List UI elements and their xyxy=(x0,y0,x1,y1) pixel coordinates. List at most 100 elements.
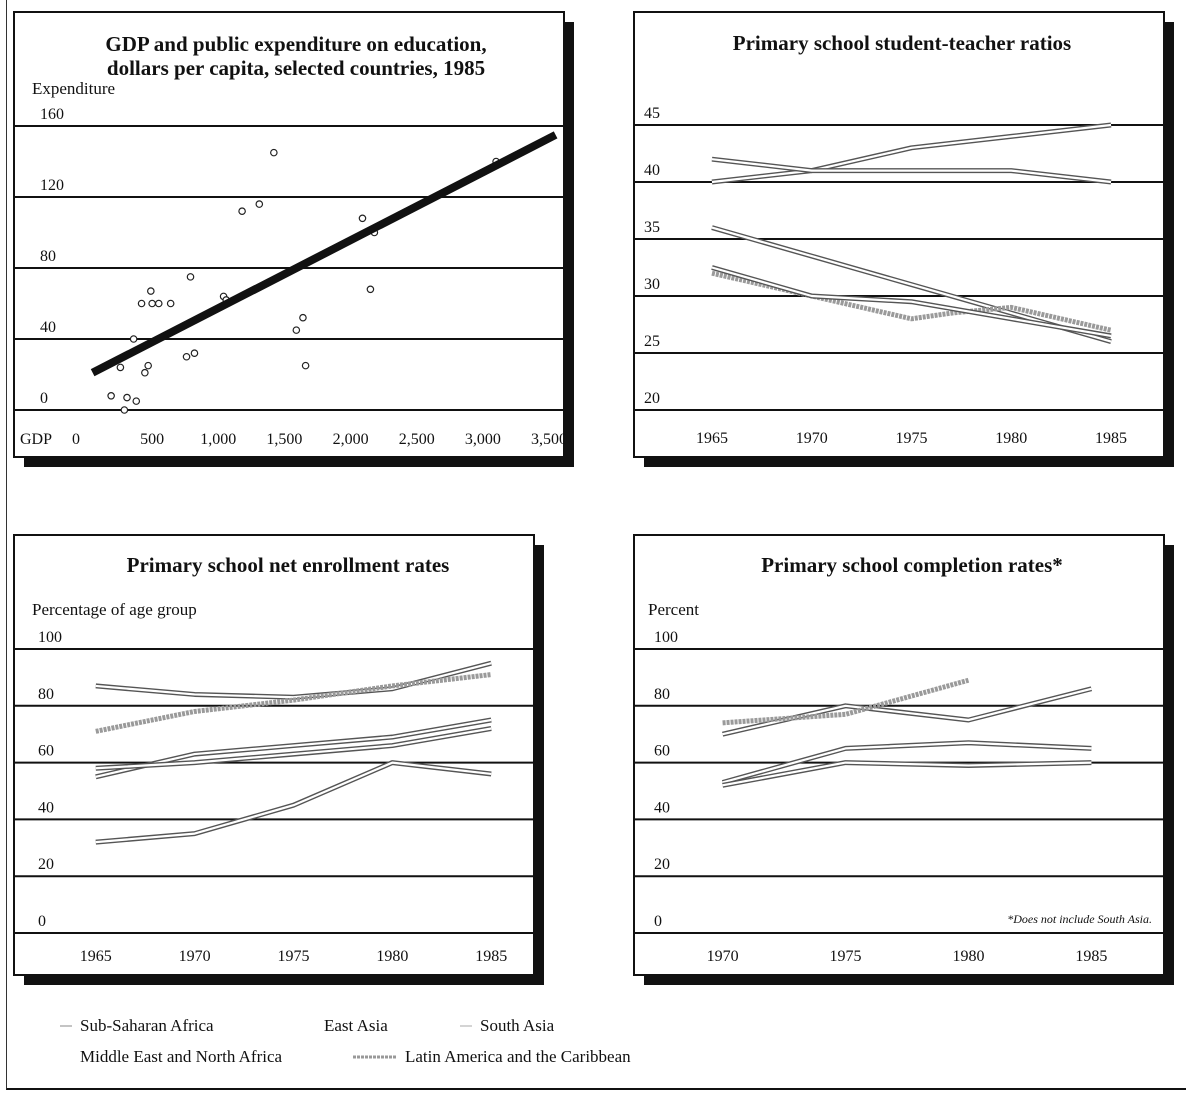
legend-label-east-asia: East Asia xyxy=(324,1016,388,1035)
x-tick-label-1970: 1970 xyxy=(707,948,739,965)
scatter-point-5 xyxy=(132,397,141,405)
x-tick-label-1975: 1975 xyxy=(896,430,928,447)
scatter-panel: GDP and public expenditure on education,… xyxy=(13,11,578,472)
legend-item-latin-america: Latin America and the Caribbean xyxy=(353,1047,631,1067)
y-tick-label-40: 40 xyxy=(38,799,54,816)
chart-title: Primary school student-teacher ratios xyxy=(733,31,1071,55)
legend-swatch-south-asia xyxy=(460,1025,472,1027)
x-tick-label-1985: 1985 xyxy=(1095,430,1127,447)
x-tick-label-3-000: 3,000 xyxy=(465,431,501,448)
scatter-point-19 xyxy=(255,200,264,208)
scatter-point-15 xyxy=(190,349,199,358)
legend-label-south-asia: South Asia xyxy=(480,1016,555,1035)
series-line-inner-south-asia xyxy=(95,727,492,770)
scatter-point-25 xyxy=(366,285,375,294)
chart-title: Primary school completion rates* xyxy=(761,553,1063,577)
series-east-asia xyxy=(721,740,1092,785)
series-latin-america xyxy=(722,677,970,726)
gdp-education-scatter-chart: GDP and public expenditure on education,… xyxy=(13,11,574,467)
series-line-inner-sub-saharan xyxy=(722,761,1092,787)
series-sub-saharan xyxy=(711,122,1112,185)
series-mena xyxy=(95,717,492,780)
y-tick-label-80: 80 xyxy=(38,686,54,703)
y-tick-label-20: 20 xyxy=(654,856,670,873)
scatter-point-2 xyxy=(120,406,129,414)
panel-box xyxy=(633,534,1165,976)
scatter-point-21 xyxy=(292,326,301,334)
x-tick-label-1985: 1985 xyxy=(475,948,507,965)
scatter-point-9 xyxy=(147,287,155,295)
scatter-point-12 xyxy=(166,299,175,308)
scatter-point-14 xyxy=(186,273,195,281)
y-tick-label-40: 40 xyxy=(40,319,56,336)
x-tick-label-1-500: 1,500 xyxy=(266,431,302,448)
y-tick-label-0: 0 xyxy=(38,913,46,930)
y-axis-label: Percent xyxy=(648,600,699,619)
x-tick-label-500: 500 xyxy=(140,431,164,448)
x-axis-label: GDP xyxy=(20,431,52,448)
chart-title-line1: GDP and public expenditure on education, xyxy=(105,32,486,56)
y-tick-label-60: 60 xyxy=(38,743,54,760)
legend-label-latin-america: Latin America and the Caribbean xyxy=(405,1047,631,1066)
page-frame xyxy=(6,0,1186,1090)
panel-box xyxy=(633,11,1165,458)
series-line-outer-latin-america xyxy=(722,677,970,726)
legend-label-sub-saharan: Sub-Saharan Africa xyxy=(80,1016,214,1035)
series-latin-america xyxy=(95,672,492,734)
student-teacher-ratio-chart: Primary school student-teacher ratios 20… xyxy=(633,11,1174,467)
scatter-point-11 xyxy=(154,299,163,308)
series-line-inner-sub-saharan xyxy=(711,123,1112,184)
legend-item-sub-saharan: Sub-Saharan Africa xyxy=(60,1016,214,1036)
series-east-asia xyxy=(711,265,1112,339)
panel-box xyxy=(13,11,565,458)
y-tick-label-35: 35 xyxy=(644,219,660,236)
y-tick-label-20: 20 xyxy=(644,390,660,407)
legend-item-east-asia: East Asia xyxy=(324,1016,388,1036)
legend-item-south-asia: South Asia xyxy=(460,1016,554,1036)
scatter-point-24 xyxy=(358,214,367,223)
y-tick-label-30: 30 xyxy=(644,276,660,293)
x-tick-label-0: 0 xyxy=(72,431,80,448)
x-tick-label-1985: 1985 xyxy=(1075,948,1107,965)
series-line-inner-mena xyxy=(95,718,492,778)
y-tick-label-20: 20 xyxy=(38,856,54,873)
scatter-point-23 xyxy=(301,361,310,370)
y-tick-label-0: 0 xyxy=(40,390,48,407)
scatter-point-20 xyxy=(270,148,278,157)
legend-label-mena: Middle East and North Africa xyxy=(80,1047,283,1066)
y-tick-label-80: 80 xyxy=(40,248,56,265)
y-tick-label-40: 40 xyxy=(644,162,660,179)
x-tick-label-1965: 1965 xyxy=(80,948,112,965)
x-tick-label-1-000: 1,000 xyxy=(200,431,236,448)
ratio-panel: Primary school student-teacher ratios 20… xyxy=(633,11,1184,472)
series-south-asia xyxy=(711,156,1112,185)
completion-panel: Primary school completion rates* Percent… xyxy=(633,534,1184,995)
scatter-point-0 xyxy=(107,391,115,400)
series-line-inner-sub-saharan xyxy=(95,761,492,844)
scatter-point-7 xyxy=(141,368,149,377)
y-tick-label-25: 25 xyxy=(644,333,660,350)
x-tick-label-1975: 1975 xyxy=(278,948,310,965)
series-sub-saharan xyxy=(722,760,1092,788)
x-tick-label-1980: 1980 xyxy=(952,948,984,965)
series-sub-saharan xyxy=(95,760,492,845)
y-tick-label-120: 120 xyxy=(40,177,64,194)
y-axis-label: Percentage of age group xyxy=(32,600,197,619)
x-tick-label-1980: 1980 xyxy=(995,430,1027,447)
scatter-point-13 xyxy=(182,352,191,361)
legend-swatch-latin-america xyxy=(353,1055,397,1059)
trend-line xyxy=(90,131,558,377)
scatter-point-6 xyxy=(137,299,146,308)
x-tick-label-1970: 1970 xyxy=(796,430,828,447)
series-line-inner-east-asia xyxy=(711,266,1112,337)
x-tick-label-1970: 1970 xyxy=(179,948,211,965)
series-line-inner-south-asia xyxy=(711,158,1112,184)
scatter-point-8 xyxy=(144,361,152,370)
scatter-point-1 xyxy=(116,363,125,372)
legend: Sub-Saharan Africa East Asia South Asia … xyxy=(60,1012,760,1078)
y-tick-label-160: 160 xyxy=(40,106,64,123)
y-axis-label: Expenditure xyxy=(32,79,115,98)
y-tick-label-80: 80 xyxy=(654,686,670,703)
net-enrollment-chart: Primary school net enrollment rates Perc… xyxy=(13,534,544,985)
scatter-point-22 xyxy=(299,313,307,322)
